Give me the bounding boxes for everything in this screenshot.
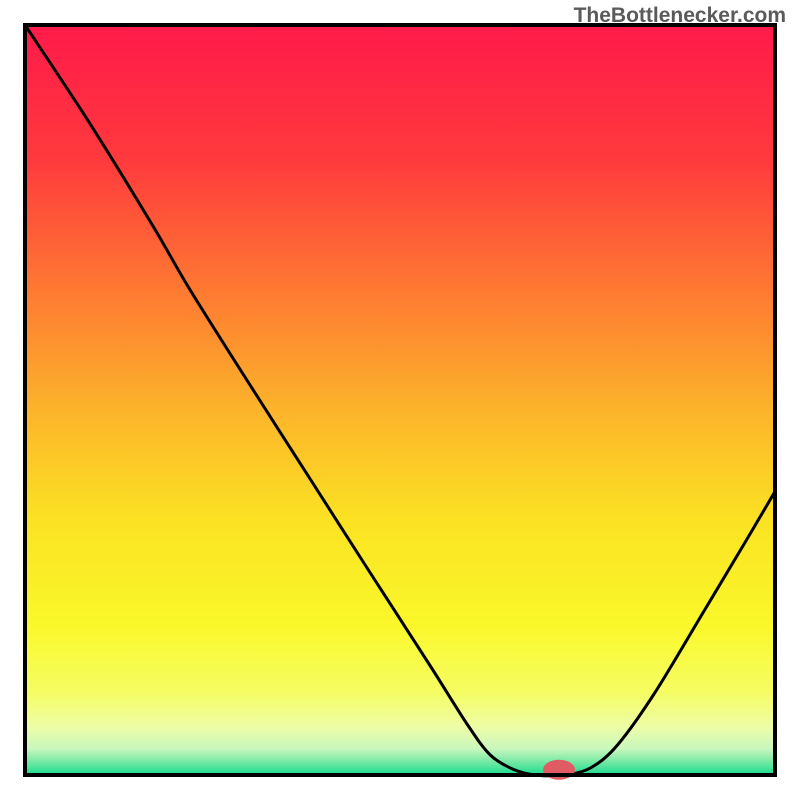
gradient-curve-chart: [0, 0, 800, 800]
plot-gradient: [25, 25, 775, 775]
chart-container: TheBottlenecker.com: [0, 0, 800, 800]
